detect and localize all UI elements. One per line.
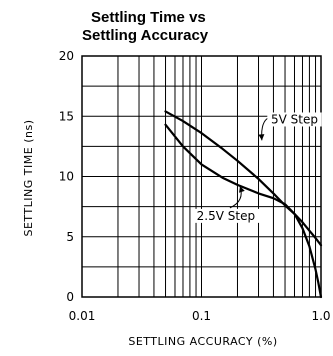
annotation-label-background: [267, 112, 322, 127]
series-line-5v-step: [164, 110, 323, 247]
y-tick-label: 10: [59, 170, 74, 184]
series-annotations: 5V Step 2.5V Step: [191, 112, 322, 223]
y-tick-label: 0: [66, 290, 74, 304]
y-tick-label: 20: [59, 49, 74, 63]
annotation-label-background: [191, 208, 261, 223]
tick-labels: 0.01 0.1 1.0 0 5 10 15 20: [59, 49, 331, 323]
x-tick-label: 1.0: [311, 309, 330, 323]
y-tick-label: 15: [59, 109, 74, 123]
chart-title-line-1: Settling Time vs: [91, 9, 206, 26]
chart-title-line-2: Settling Accuracy: [82, 27, 209, 44]
plot-grid: [81, 55, 322, 298]
plot-frame: [81, 55, 322, 298]
x-tick-label: 0.1: [192, 309, 211, 323]
annotation-arrowhead: [258, 134, 265, 141]
series-lines: [164, 110, 323, 299]
series-annotation-label: 2.5V Step: [197, 209, 255, 223]
x-tick-label: 0.01: [69, 309, 96, 323]
annotation-pointer: [229, 185, 242, 209]
series-line-2-5v-step: [164, 123, 323, 299]
series-annotation-label: 5V Step: [271, 112, 318, 126]
y-axis-label: SETTLING TIME (ns): [22, 120, 35, 237]
y-tick-label: 5: [66, 230, 74, 244]
annotation-arrowhead: [239, 186, 245, 193]
x-axis-label: SETTLING ACCURACY (%): [128, 335, 277, 348]
